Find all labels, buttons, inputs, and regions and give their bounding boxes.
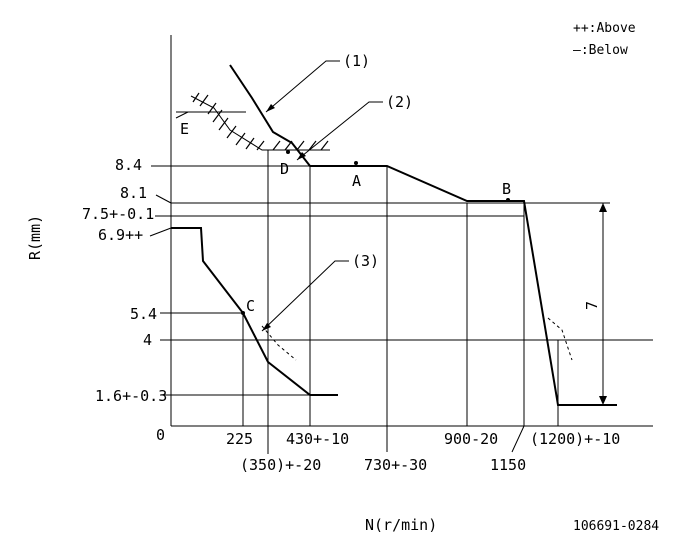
y-tick-1.6: 1.6+-0.3: [95, 387, 167, 405]
y-tick-8.4: 8.4: [115, 156, 142, 174]
point-B-dot: [506, 198, 510, 202]
origin-label: 0: [156, 426, 165, 444]
callout-2-leader: [296, 101, 383, 161]
callout-3-leader: [261, 260, 349, 332]
x-tick-1150: 1150: [490, 456, 526, 474]
dimension-arrow-bottom: [599, 396, 607, 405]
y-tick-6.9: 6.9++: [98, 226, 143, 244]
x-tick-730: 730+-30: [364, 456, 427, 474]
dashed-lower: [261, 325, 297, 361]
hatch-boundary: [190, 95, 330, 151]
x-tick-900: 900-20: [444, 430, 498, 448]
point-B-label: B: [502, 180, 511, 198]
x-tick-1200: (1200)+-10: [530, 430, 620, 448]
upper-curve: [229, 64, 617, 406]
point-A-dot: [354, 161, 358, 165]
point-E-label: E: [180, 120, 189, 138]
point-D-label: D: [280, 160, 289, 178]
legend-above: ++:Above: [573, 21, 636, 36]
doc-id: 106691-0284: [573, 519, 659, 534]
dashed-upper: [547, 317, 573, 361]
point-C-dot: [241, 311, 245, 315]
dimension-arrow-top: [599, 203, 607, 212]
leader-6.9: [149, 227, 172, 237]
hatched-zone: [190, 92, 330, 151]
x-tick-430: 430+-10: [286, 430, 349, 448]
point-A-label: A: [352, 172, 361, 190]
x-tick-225: 225: [226, 430, 253, 448]
callout-3: (3): [352, 252, 379, 270]
callout-3-arrow: [262, 323, 271, 331]
legend-below: —:Below: [573, 43, 628, 58]
leader-E: [175, 111, 189, 119]
y-tick-7.5: 7.5+-0.1: [82, 205, 154, 223]
callout-1-leader: [265, 60, 340, 113]
point-C-label: C: [246, 297, 255, 315]
y-tick-4: 4: [143, 331, 152, 349]
leader-1150: [511, 425, 525, 453]
y-tick-8.1: 8.1: [120, 184, 147, 202]
leader-8.1: [155, 194, 172, 204]
callout-2-arrow: [297, 152, 306, 160]
x-axis-label: N(r/min): [365, 516, 437, 534]
callout-1-arrow: [266, 104, 275, 112]
point-D-dot: [286, 150, 290, 154]
y-tick-5.4: 5.4: [130, 305, 157, 323]
dimension-label: 7: [583, 301, 601, 310]
y-axis-label: R(mm): [26, 215, 44, 260]
callout-2: (2): [386, 93, 413, 111]
callout-1: (1): [343, 52, 370, 70]
x-tick-350: (350)+-20: [240, 456, 321, 474]
